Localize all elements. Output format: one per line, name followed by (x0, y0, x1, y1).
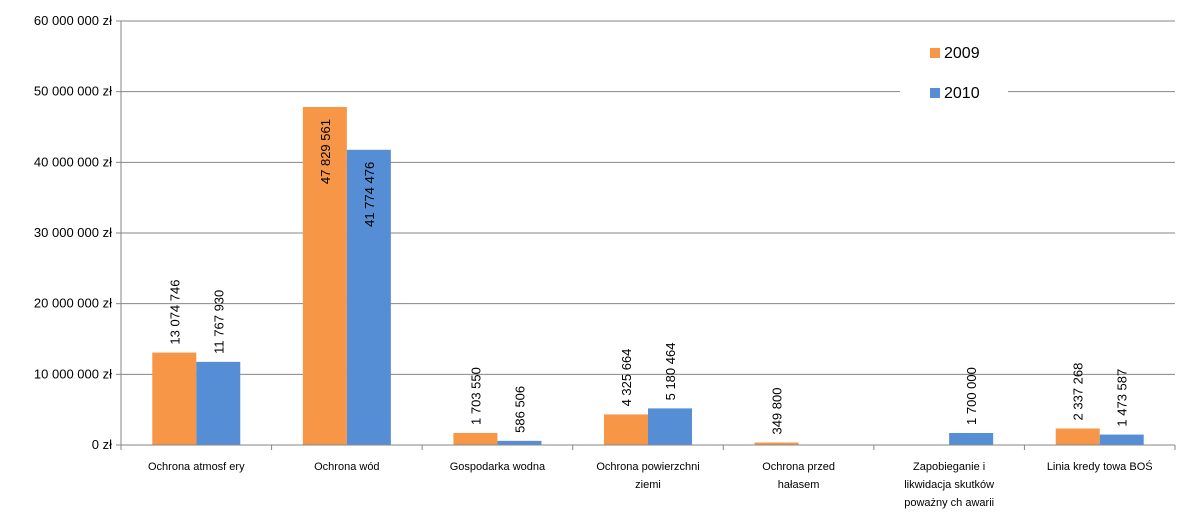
bar-2010 (497, 440, 542, 445)
category-label: Gospodarka wodna (450, 461, 546, 473)
category-label: Linia kredy towa BOŚ (1047, 460, 1153, 473)
data-label-2010: 5 180 464 (663, 343, 678, 401)
data-labels: 13 074 746 11 767 930 47 829 561 41 774 476… (167, 119, 1129, 435)
data-label-2009: 13 074 746 (167, 280, 182, 345)
category-label: poważny ch awarii (904, 497, 994, 509)
data-label-2009: 47 829 561 (318, 119, 333, 184)
category-label: Ochrona wód (314, 461, 379, 473)
data-label-2009: 1 703 550 (468, 367, 483, 425)
y-tick-label: 60 000 000 zł (34, 13, 112, 28)
category-label: ziemi (635, 479, 661, 491)
bar-2009 (453, 432, 498, 445)
bar-2009 (604, 414, 648, 445)
data-label-2010: 586 506 (512, 386, 527, 433)
bar-2010 (196, 361, 241, 445)
data-label-2009: 349 800 (770, 388, 785, 435)
y-tick-label: 40 000 000 zł (34, 154, 112, 169)
legend-swatch-2009 (930, 48, 940, 58)
data-label-2010: 1 700 000 (964, 367, 979, 425)
bar-2010 (648, 408, 692, 445)
x-axis: Ochrona atmosf ery Ochrona wód Gospodarka … (120, 444, 1176, 509)
bars (152, 107, 1144, 446)
y-axis: 0 zł 10 000 000 zł 20 000 000 zł 30 000 000… (34, 13, 122, 452)
category-label: Zapobieganie i (913, 461, 985, 473)
legend: 2009 2010 (900, 38, 1008, 118)
y-tick-label: 30 000 000 zł (34, 225, 112, 240)
category-label: likwidacja skutków (904, 479, 994, 491)
category-label: Ochrona powierzchni (596, 461, 699, 473)
bar-2009 (302, 107, 347, 446)
y-tick-label: 50 000 000 zł (34, 84, 112, 99)
bar-2010 (346, 149, 391, 445)
data-label-2010: 11 767 930 (211, 290, 226, 354)
legend-label-2009: 2009 (944, 45, 980, 62)
data-label-2009: 2 337 268 (1071, 363, 1086, 421)
bar-2010 (949, 432, 994, 445)
bar-2009 (754, 442, 799, 445)
category-label: Ochrona atmosf ery (148, 461, 245, 473)
category-label: Ochrona przed (762, 461, 835, 473)
grid (121, 20, 1175, 375)
bar-2009 (152, 352, 197, 445)
data-label-2010: 1 473 587 (1115, 369, 1130, 427)
data-label-2009: 4 325 664 (619, 349, 634, 407)
y-tick-label: 10 000 000 zł (34, 366, 112, 381)
legend-background (900, 38, 1008, 118)
legend-swatch-2010 (930, 88, 940, 98)
legend-label-2010: 2010 (944, 85, 980, 102)
data-label-2010: 41 774 476 (362, 162, 377, 227)
bar-2010 (1099, 434, 1144, 445)
category-label: hałasem (778, 479, 820, 491)
y-tick-label: 20 000 000 zł (34, 296, 112, 311)
y-tick-label: 0 zł (92, 437, 112, 452)
bar-2009 (1055, 428, 1100, 445)
